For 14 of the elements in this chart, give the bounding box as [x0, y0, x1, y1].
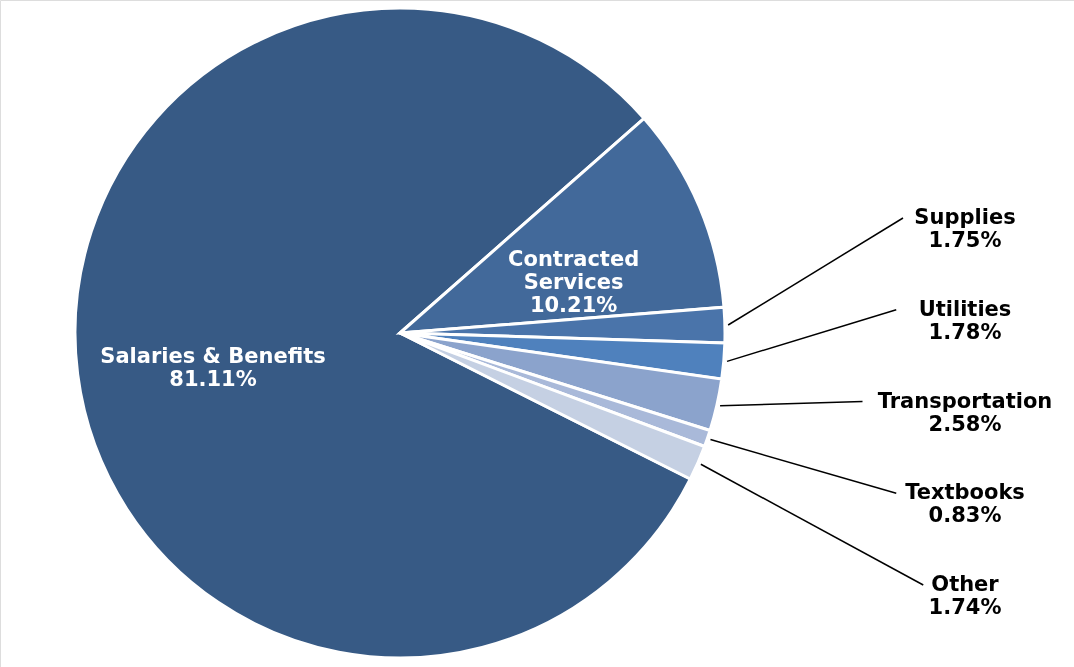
slice-label: Other: [931, 572, 1000, 596]
data-label: 2.58%: [928, 411, 1002, 436]
slice-label: Salaries & Benefits: [100, 343, 326, 368]
slice-label: Supplies: [914, 205, 1016, 229]
data-label: 1.75%: [928, 228, 1002, 252]
slice-label: Contracted Services: [508, 246, 640, 294]
slice-label: Textbooks: [905, 480, 1025, 505]
slice-label: Utilities: [918, 296, 1012, 321]
slice-label: Transportation: [877, 388, 1053, 413]
data-label: 1.74%: [928, 595, 1002, 619]
data-label: 1.78%: [928, 319, 1002, 344]
data-label: 0.83%: [928, 503, 1002, 528]
data-label: 10.21%: [529, 292, 618, 317]
data-label: 81.11%: [169, 366, 257, 391]
